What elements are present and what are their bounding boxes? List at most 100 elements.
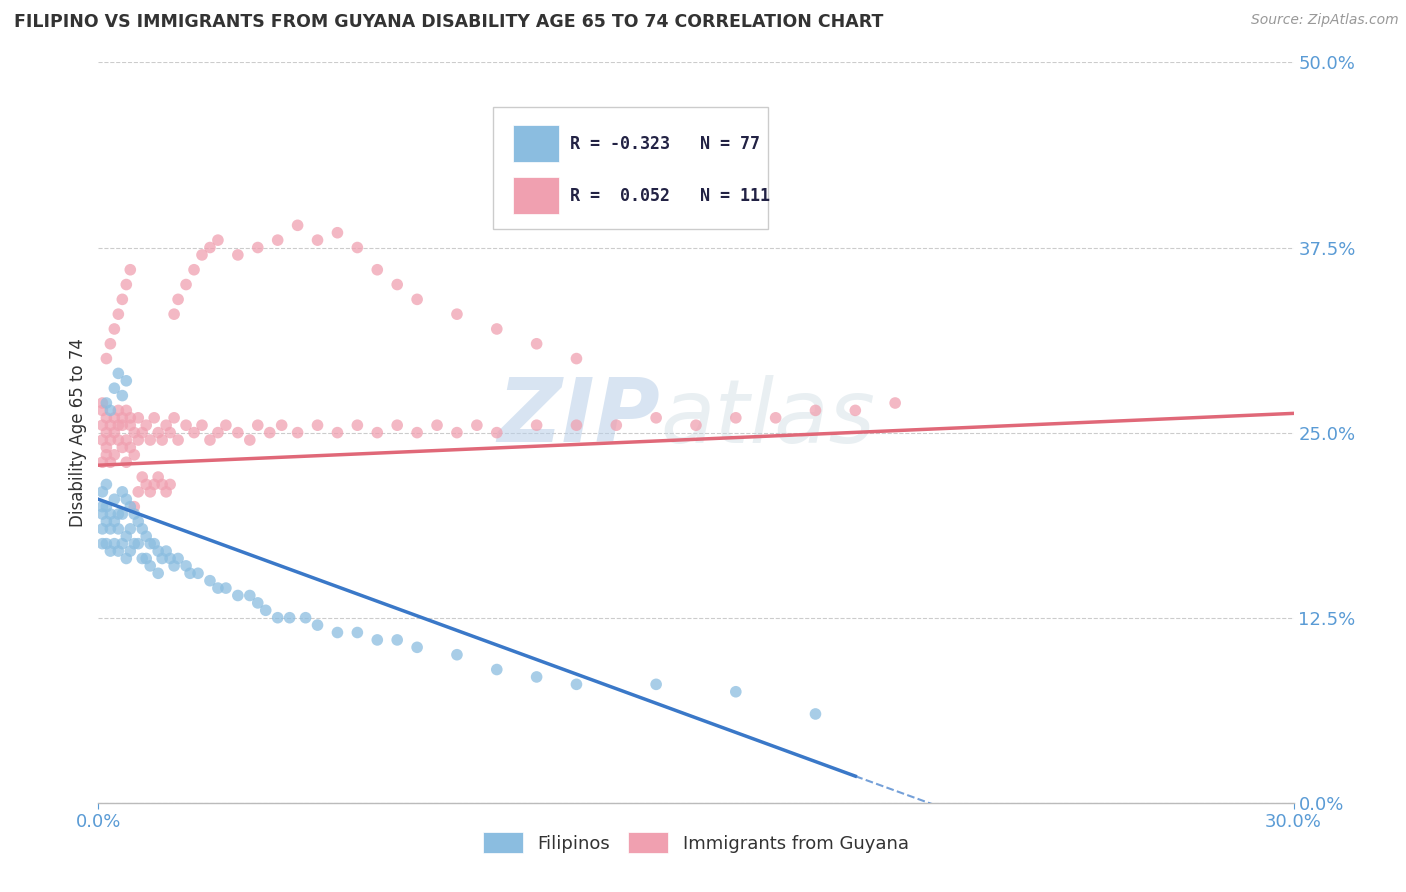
Point: [120, 441, 142, 455]
Point: [91, 433, 114, 447]
Point: [148, 470, 170, 484]
Point: [139, 484, 162, 499]
Point: [605, 418, 627, 433]
Point: [98, 507, 122, 521]
Point: [98, 544, 122, 558]
Point: [135, 477, 157, 491]
Point: [91, 484, 114, 499]
Point: [96, 477, 118, 491]
Point: [724, 685, 747, 699]
Y-axis label: Disability Age 65 to 74: Disability Age 65 to 74: [69, 338, 87, 527]
Point: [115, 374, 138, 388]
Point: [406, 293, 429, 307]
Point: [103, 492, 125, 507]
Text: FILIPINO VS IMMIGRANTS FROM GUYANA DISABILITY AGE 65 TO 74 CORRELATION CHART: FILIPINO VS IMMIGRANTS FROM GUYANA DISAB…: [14, 13, 883, 31]
Point: [485, 663, 508, 677]
Point: [346, 240, 368, 255]
Point: [446, 307, 468, 321]
Point: [259, 425, 281, 440]
Point: [115, 433, 138, 447]
Point: [174, 558, 197, 573]
Point: [765, 410, 787, 425]
Point: [91, 507, 114, 521]
Point: [127, 484, 149, 499]
Point: [191, 248, 214, 262]
Point: [215, 418, 238, 433]
Point: [91, 396, 114, 410]
Point: [98, 403, 122, 417]
Point: [207, 425, 229, 440]
Point: [159, 477, 181, 491]
Point: [565, 351, 588, 366]
Point: [207, 581, 229, 595]
Point: [124, 536, 146, 550]
Point: [267, 610, 290, 624]
Point: [115, 529, 138, 543]
Point: [155, 484, 177, 499]
Point: [107, 403, 129, 417]
FancyBboxPatch shape: [513, 178, 558, 214]
Text: Source: ZipAtlas.com: Source: ZipAtlas.com: [1251, 13, 1399, 28]
Point: [96, 441, 118, 455]
Point: [804, 403, 827, 417]
Point: [120, 522, 142, 536]
Point: [98, 433, 122, 447]
Point: [111, 388, 134, 402]
Point: [111, 507, 134, 521]
Point: [150, 433, 173, 447]
Point: [406, 640, 429, 655]
Point: [124, 507, 146, 521]
Point: [143, 410, 166, 425]
Point: [103, 425, 125, 440]
Point: [346, 625, 368, 640]
Point: [107, 544, 129, 558]
Point: [287, 425, 309, 440]
Point: [120, 500, 142, 514]
Point: [366, 425, 388, 440]
Point: [107, 507, 129, 521]
Point: [96, 351, 118, 366]
Point: [103, 410, 125, 425]
Point: [115, 277, 138, 292]
Point: [131, 551, 153, 566]
Point: [307, 418, 329, 433]
Point: [163, 410, 186, 425]
Point: [485, 425, 508, 440]
Point: [183, 425, 205, 440]
Point: [239, 589, 262, 603]
Point: [485, 322, 508, 336]
Point: [91, 418, 114, 433]
Point: [385, 277, 409, 292]
Point: [155, 544, 177, 558]
Point: [159, 551, 181, 566]
Point: [287, 219, 309, 233]
Point: [103, 515, 125, 529]
Point: [107, 367, 129, 381]
Point: [115, 492, 138, 507]
Point: [127, 536, 149, 550]
Point: [91, 536, 114, 550]
Point: [426, 418, 449, 433]
Point: [226, 589, 249, 603]
Point: [103, 448, 125, 462]
Point: [103, 536, 125, 550]
Point: [446, 425, 468, 440]
Point: [148, 566, 170, 581]
Point: [96, 500, 118, 514]
Point: [107, 307, 129, 321]
Point: [724, 410, 747, 425]
Point: [174, 277, 197, 292]
Point: [207, 233, 229, 247]
Point: [167, 433, 190, 447]
Point: [565, 418, 588, 433]
Point: [385, 632, 409, 647]
Point: [139, 558, 162, 573]
Point: [120, 410, 142, 425]
Point: [98, 336, 122, 351]
Point: [124, 448, 146, 462]
Point: [294, 610, 316, 624]
Point: [148, 544, 170, 558]
Point: [239, 433, 262, 447]
Point: [131, 522, 153, 536]
Point: [187, 566, 209, 581]
